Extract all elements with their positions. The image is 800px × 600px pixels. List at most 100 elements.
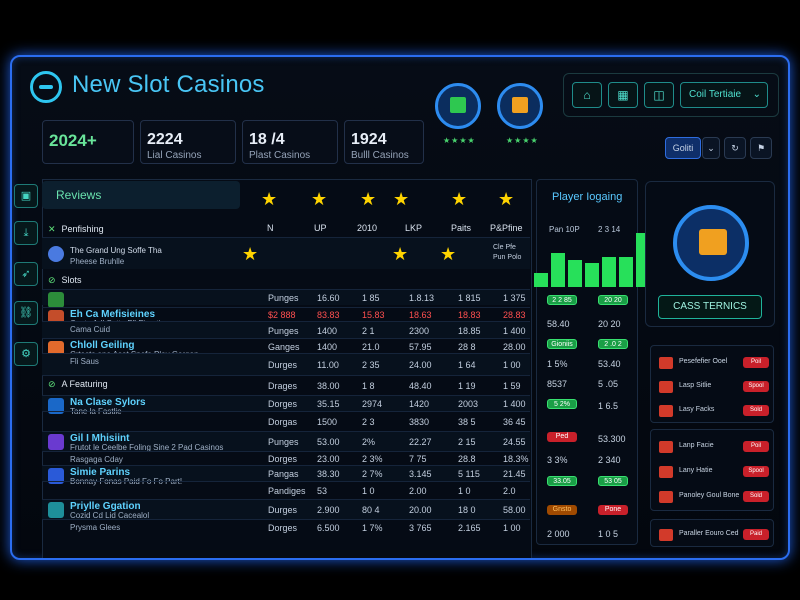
- home-icon[interactable]: ⌂: [572, 82, 602, 108]
- row-cell: 2974: [362, 399, 383, 409]
- table-row[interactable]: Eh Ca MefisieinesCcate Adl Setta Ffi Fir…: [42, 307, 530, 328]
- row-name[interactable]: Eh Ca Mefisieines: [70, 309, 156, 320]
- casino-logo-icon: [659, 466, 673, 478]
- sidebar-download-icon[interactable]: ⤓: [14, 221, 38, 245]
- status-pill[interactable]: 20 20: [598, 295, 628, 305]
- row-cell: 35.15: [317, 399, 340, 409]
- filter-dropdown[interactable]: Coil Tertiaie ⌄: [680, 82, 768, 108]
- casino-thumb: [48, 292, 64, 308]
- casino-badge-icon[interactable]: [497, 83, 543, 129]
- col-header[interactable]: N: [267, 223, 274, 233]
- casino-action-button[interactable]: Spool: [743, 466, 769, 477]
- status-pill[interactable]: Gioniis: [547, 339, 577, 349]
- table-row[interactable]: Dorgas 1500 2 3 3830 38 5 36 45: [42, 411, 530, 431]
- table-row[interactable]: Priylle Ggation Cozid Cd Lid Cacealol Durg…: [42, 499, 530, 520]
- status-pill[interactable]: Pone: [598, 505, 628, 515]
- status-pill[interactable]: 5 2%: [547, 399, 577, 409]
- row-cell: 48.40: [409, 381, 432, 391]
- status-pill[interactable]: 53 05: [598, 476, 628, 486]
- table-row[interactable]: Simie Parins Bonnay Fonas Paid Fo Fo Part…: [42, 465, 530, 486]
- ranking-bar: [585, 263, 599, 287]
- grid-icon[interactable]: ▦: [608, 82, 638, 108]
- casino-action-button[interactable]: Sold: [743, 491, 769, 502]
- casino-list-item[interactable]: Lanp Facie Poil: [659, 440, 769, 454]
- row-cell: 1 00: [503, 360, 521, 370]
- casino-badge-icon[interactable]: [435, 83, 481, 129]
- sidebar-link-icon[interactable]: ⛓: [14, 301, 38, 325]
- casino-list-item[interactable]: Pesefefier Ooel Poil: [659, 356, 769, 370]
- row-name[interactable]: Simie Parins: [70, 467, 131, 478]
- stat-label: Plast Casinos: [249, 150, 311, 161]
- casino-action-button[interactable]: Poil: [743, 441, 769, 452]
- casino-action-button[interactable]: Spool: [743, 381, 769, 392]
- table-row[interactable]: Na Clase Sylors Tane la Fastlie Dorges 35.1…: [42, 395, 530, 416]
- col-header[interactable]: Paits: [451, 223, 472, 233]
- ranking-value: 1 6.5: [598, 401, 619, 411]
- logo-icon: [30, 71, 62, 103]
- sidebar-settings-icon[interactable]: ⚙: [14, 342, 38, 366]
- table-row[interactable]: Drages 38.00 1 8 48.40 1 19 1 59: [42, 375, 530, 395]
- row-cell: 1 59: [503, 381, 521, 391]
- casino-action-button[interactable]: Sold: [743, 405, 769, 416]
- casino-action-button[interactable]: Poil: [743, 357, 769, 368]
- casino-list-item[interactable]: Lany Hatie Spool: [659, 465, 769, 479]
- table-row[interactable]: Pandiges 53 1 0 2.00 1 0 2.0: [42, 481, 530, 499]
- col-header[interactable]: P&Pfine: [490, 223, 523, 233]
- primary-button[interactable]: Goliti: [665, 137, 701, 159]
- casino-list-label: Paraller Eouro Ced: [679, 530, 739, 537]
- table-row[interactable]: Fli Saus Durges 11.00 2 35 24.00 1 64 1 00: [42, 353, 530, 375]
- sidebar-dashboard-icon[interactable]: ▣: [14, 184, 38, 208]
- row-cell: 36 45: [503, 417, 526, 427]
- tab-reviews[interactable]: Reviews: [42, 181, 240, 209]
- stat-value: 2024+: [49, 131, 97, 150]
- ranking-value: 3 3%: [547, 455, 568, 465]
- status-pill[interactable]: Ped: [547, 432, 577, 442]
- row-name[interactable]: Chloll Geiling: [70, 340, 135, 351]
- row-name[interactable]: Gil I Mhisiint: [70, 433, 130, 444]
- casino-list-item[interactable]: Lasy Facks Sold: [659, 404, 769, 418]
- casino-list-item[interactable]: Paraller Eouro Ced Paid: [659, 528, 769, 542]
- chat-icon[interactable]: ◫: [644, 82, 674, 108]
- casino-action-button[interactable]: Paid: [743, 529, 769, 540]
- col-header[interactable]: 2010: [357, 223, 378, 233]
- stat-label: Bulll Casinos: [351, 150, 409, 161]
- row-name[interactable]: Na Clase Sylors: [70, 397, 146, 408]
- row-cell: 1 815: [458, 293, 481, 303]
- refresh-icon[interactable]: ↻: [724, 137, 746, 159]
- ranking-value: 20 20: [598, 319, 621, 329]
- ranking-value: 8537: [547, 379, 568, 389]
- ranking-value: 2 340: [598, 455, 621, 465]
- star-icon: ★: [440, 244, 457, 264]
- status-pill[interactable]: Gnsto: [547, 505, 577, 515]
- table-row[interactable]: Punges 16.60 1 85 1.8.13 1 815 1 375: [42, 289, 530, 308]
- casino-list-label: Lasy Facks: [679, 406, 715, 413]
- row-cell: Dorgas: [268, 417, 298, 427]
- status-pill[interactable]: 2 2 85: [547, 295, 577, 305]
- table-row[interactable]: Prysma Glees Dorges 6.500 1 7% 3 765 2.165 1 0…: [42, 519, 530, 535]
- table-row[interactable]: Rasgaga Cday Dorges 23.00 2 3% 7 75 28.8 18.3%: [42, 451, 530, 465]
- row-cell: Durges: [268, 505, 298, 515]
- filter-dropdown-label: Coil Tertiaie: [689, 89, 742, 100]
- row-cell: 1.8.13: [409, 293, 435, 303]
- cas-terms-button[interactable]: CASS TERNICS: [658, 295, 762, 319]
- status-pill[interactable]: 2 .0 2: [598, 339, 628, 349]
- status-pill[interactable]: 33.05: [547, 476, 577, 486]
- row-cell: 2.165: [458, 523, 481, 533]
- col-header[interactable]: LKP: [405, 223, 423, 233]
- bookmark-icon[interactable]: ⚑: [750, 137, 772, 159]
- row-cell: 2.00: [409, 486, 427, 496]
- chevron-down-icon[interactable]: ⌄: [702, 137, 720, 159]
- table-row[interactable]: The Grand Ung Soffe Tha Pheese Bruhlle ★…: [42, 237, 530, 269]
- badge-stars: ★★★★: [443, 136, 476, 145]
- table-row[interactable]: Cama Cuid Punges 1400 2 1 2300 18.85 1 400: [42, 321, 530, 338]
- table-row[interactable]: Gil I Mhisiint Frutot le Ceelbe Foling Si…: [42, 431, 530, 452]
- stat-card: 2224 Lial Casinos: [140, 120, 236, 164]
- table-row[interactable]: Chloll GeilingCrtests ane Aset Spefa Pla…: [42, 338, 530, 359]
- star-icon: ★: [242, 244, 259, 264]
- sidebar-rocket-icon[interactable]: ➶: [14, 262, 38, 286]
- casino-list-item[interactable]: Panoley Goul Bone Sold: [659, 490, 769, 504]
- col-header[interactable]: UP: [314, 223, 327, 233]
- row-cell: 2 15: [458, 437, 476, 447]
- casino-list-item[interactable]: Lasp Sitlie Spool: [659, 380, 769, 394]
- row-name[interactable]: Priylle Ggation: [70, 501, 141, 512]
